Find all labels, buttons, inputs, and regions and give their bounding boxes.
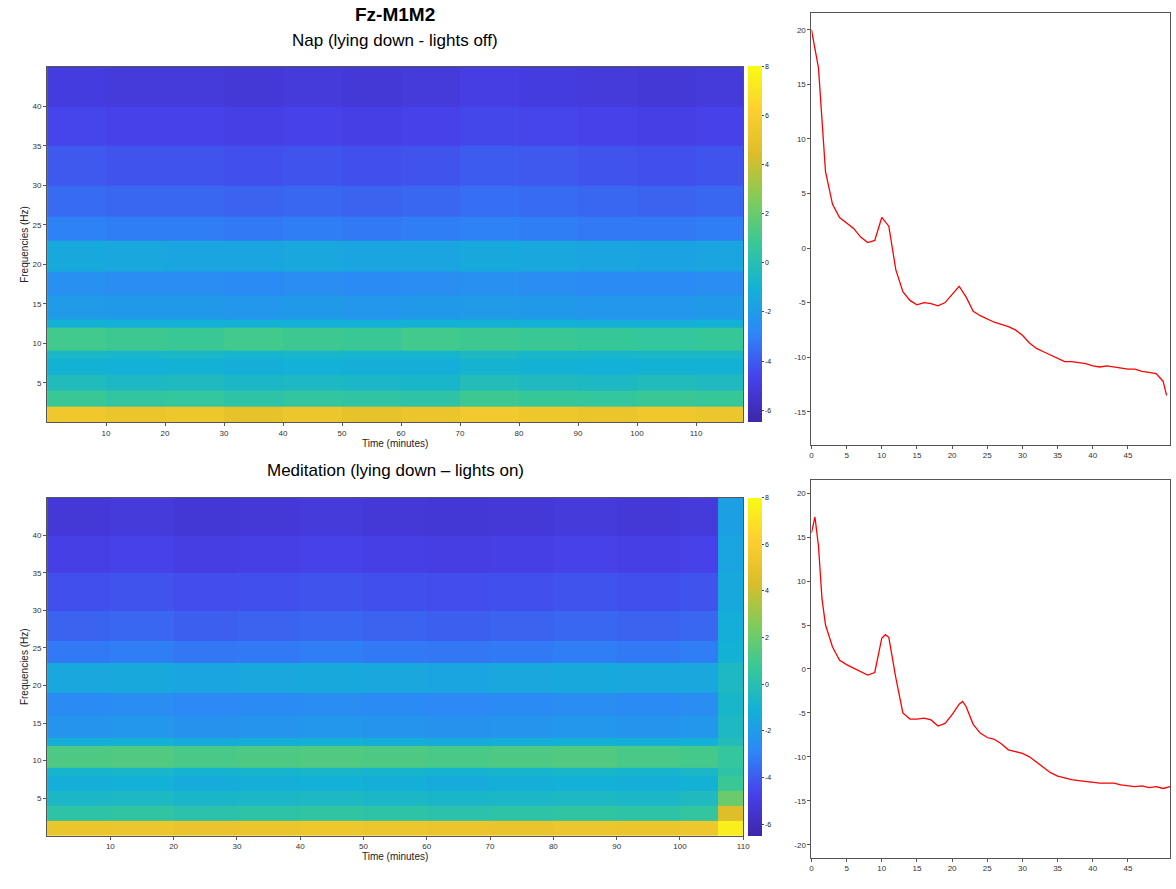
svg-text:50: 50 [359, 842, 368, 851]
svg-text:5: 5 [37, 794, 42, 803]
svg-text:30: 30 [220, 429, 229, 438]
svg-text:5: 5 [844, 451, 849, 460]
svg-text:6: 6 [765, 112, 769, 119]
svg-text:15: 15 [797, 533, 806, 542]
svg-text:-10: -10 [794, 753, 806, 762]
svg-text:0: 0 [801, 665, 806, 674]
svg-text:80: 80 [515, 429, 524, 438]
svg-text:2: 2 [765, 634, 769, 641]
svg-text:110: 110 [690, 429, 703, 438]
svg-text:70: 70 [486, 842, 495, 851]
svg-text:0: 0 [765, 259, 769, 266]
svg-text:Time (minutes): Time (minutes) [362, 851, 428, 862]
svg-text:10: 10 [797, 135, 806, 144]
svg-text:60: 60 [397, 429, 406, 438]
svg-text:-4: -4 [765, 774, 771, 781]
svg-text:30: 30 [33, 181, 42, 190]
svg-text:-20: -20 [794, 841, 806, 850]
svg-text:20: 20 [33, 260, 42, 269]
svg-text:90: 90 [574, 429, 583, 438]
svg-text:20: 20 [161, 429, 170, 438]
svg-text:0: 0 [765, 681, 769, 688]
svg-text:30: 30 [1018, 864, 1027, 873]
svg-text:45: 45 [1123, 864, 1132, 873]
svg-text:25: 25 [983, 864, 992, 873]
svg-text:5: 5 [37, 379, 42, 388]
svg-text:40: 40 [296, 842, 305, 851]
svg-text:10: 10 [33, 756, 42, 765]
svg-text:5: 5 [801, 621, 806, 630]
svg-text:6: 6 [765, 541, 769, 548]
svg-text:25: 25 [33, 644, 42, 653]
svg-text:10: 10 [106, 842, 115, 851]
svg-text:15: 15 [33, 300, 42, 309]
svg-text:35: 35 [1053, 451, 1062, 460]
svg-text:70: 70 [456, 429, 465, 438]
svg-text:45: 45 [1123, 451, 1132, 460]
svg-text:20: 20 [33, 681, 42, 690]
svg-text:Meditation (lying down – light: Meditation (lying down – lights on) [267, 461, 524, 480]
svg-text:30: 30 [1018, 451, 1027, 460]
svg-text:-5: -5 [799, 709, 807, 718]
svg-text:4: 4 [765, 161, 769, 168]
svg-text:-15: -15 [794, 408, 806, 417]
svg-text:-6: -6 [765, 407, 771, 414]
svg-text:40: 40 [1088, 451, 1097, 460]
svg-text:35: 35 [1053, 864, 1062, 873]
svg-text:15: 15 [912, 864, 921, 873]
svg-text:10: 10 [877, 451, 886, 460]
svg-text:35: 35 [33, 569, 42, 578]
svg-text:20: 20 [169, 842, 178, 851]
svg-text:10: 10 [797, 577, 806, 586]
svg-text:0: 0 [809, 451, 814, 460]
svg-text:50: 50 [338, 429, 347, 438]
svg-text:60: 60 [422, 842, 431, 851]
svg-text:4: 4 [765, 587, 769, 594]
svg-text:20: 20 [948, 451, 957, 460]
svg-text:Nap (lying down - lights off): Nap (lying down - lights off) [292, 31, 498, 50]
svg-text:15: 15 [33, 719, 42, 728]
svg-text:-10: -10 [794, 353, 806, 362]
svg-text:30: 30 [232, 842, 241, 851]
svg-text:-6: -6 [765, 821, 771, 828]
svg-text:20: 20 [797, 26, 806, 35]
svg-text:5: 5 [844, 864, 849, 873]
svg-text:40: 40 [279, 429, 288, 438]
svg-text:40: 40 [1088, 864, 1097, 873]
svg-text:10: 10 [102, 429, 111, 438]
svg-text:10: 10 [33, 339, 42, 348]
svg-text:35: 35 [33, 141, 42, 150]
svg-text:-5: -5 [799, 298, 807, 307]
svg-text:Frequencies (Hz): Frequencies (Hz) [19, 628, 30, 705]
svg-text:40: 40 [33, 102, 42, 111]
svg-text:25: 25 [983, 451, 992, 460]
svg-text:80: 80 [549, 842, 558, 851]
svg-text:5: 5 [801, 189, 806, 198]
svg-text:8: 8 [765, 63, 769, 70]
svg-text:100: 100 [673, 842, 687, 851]
svg-text:30: 30 [33, 606, 42, 615]
svg-text:-4: -4 [765, 358, 771, 365]
svg-text:110: 110 [737, 842, 750, 851]
svg-text:15: 15 [912, 451, 921, 460]
svg-text:-2: -2 [765, 308, 771, 315]
svg-text:Fz-M1M2: Fz-M1M2 [355, 4, 435, 25]
svg-text:20: 20 [797, 489, 806, 498]
svg-text:-15: -15 [794, 797, 806, 806]
svg-text:Frequencies (Hz): Frequencies (Hz) [19, 206, 30, 283]
svg-text:25: 25 [33, 221, 42, 230]
svg-text:100: 100 [630, 429, 644, 438]
svg-text:90: 90 [612, 842, 621, 851]
svg-text:15: 15 [797, 80, 806, 89]
svg-text:-2: -2 [765, 727, 771, 734]
svg-text:0: 0 [809, 864, 814, 873]
svg-text:0: 0 [801, 244, 806, 253]
svg-text:20: 20 [948, 864, 957, 873]
svg-text:8: 8 [765, 494, 769, 501]
svg-text:40: 40 [33, 531, 42, 540]
svg-text:2: 2 [765, 210, 769, 217]
svg-text:10: 10 [877, 864, 886, 873]
svg-text:Time (minutes): Time (minutes) [362, 438, 428, 449]
